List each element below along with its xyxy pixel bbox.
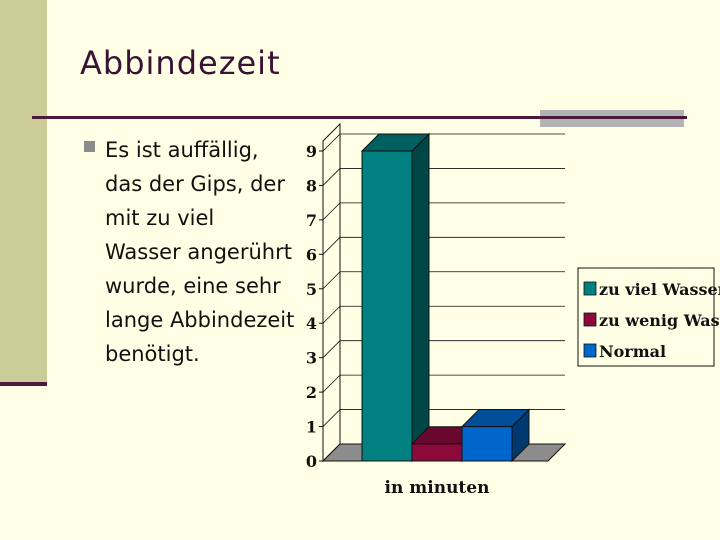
title-rule (32, 116, 687, 119)
y-tick-label: 0 (306, 452, 317, 471)
slide-title: Abbindezeit (80, 44, 281, 82)
gridline-side (322, 374, 341, 393)
legend-box (577, 267, 715, 367)
gridline-side (322, 409, 341, 427)
y-tick-label: 9 (306, 142, 317, 161)
bar-side (411, 132, 430, 463)
x-axis-label: in minuten (385, 478, 490, 498)
bar-top (460, 409, 531, 428)
chart-side-wall (322, 122, 341, 463)
gridline-side (322, 202, 341, 221)
sidebar-decoration (0, 0, 47, 385)
y-tick-label: 7 (306, 211, 317, 230)
bar (411, 443, 463, 462)
gridline-side (322, 340, 341, 358)
gridline-side (322, 168, 341, 186)
y-tick-label: 3 (306, 349, 317, 368)
y-tick-label: 4 (306, 314, 317, 333)
legend-swatch (583, 312, 597, 327)
y-tick-label: 2 (306, 383, 317, 402)
gridline-side (322, 305, 341, 324)
gridline-side (322, 133, 341, 152)
legend-swatch (583, 343, 597, 358)
bar-top (360, 133, 431, 152)
bullet-text: Es ist auffällig, das der Gips, der mit … (105, 138, 295, 366)
bar (461, 426, 513, 462)
y-tick-label: 5 (306, 280, 317, 299)
bar (361, 150, 413, 462)
legend-label: zu wenig Wasser (599, 311, 720, 330)
legend-label: Normal (599, 342, 666, 361)
gridline-side (322, 271, 341, 290)
sidebar-underline (0, 382, 47, 386)
y-tick-label: 6 (306, 245, 317, 264)
gridline-side (322, 237, 341, 255)
y-tick-label: 8 (306, 176, 317, 195)
legend-label: zu viel Wasser (599, 280, 720, 299)
legend-swatch (583, 281, 597, 296)
y-tick-label: 1 (306, 418, 317, 437)
bullet-square-icon (84, 141, 95, 152)
